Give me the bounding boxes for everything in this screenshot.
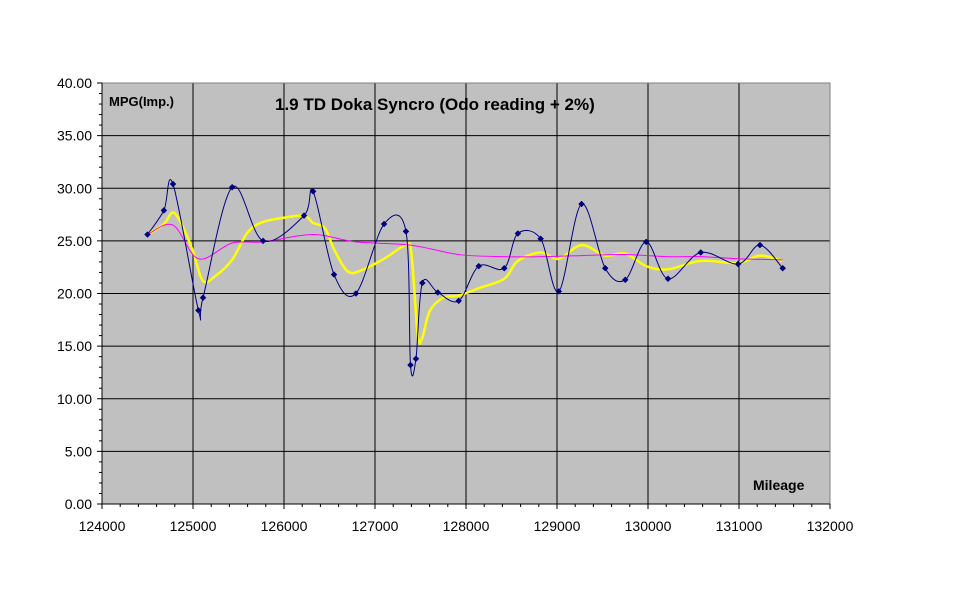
- y-tick-label: 30.00: [57, 180, 92, 196]
- data-point: [144, 231, 151, 238]
- data-point: [455, 297, 463, 305]
- data-point: [330, 271, 338, 278]
- data-point: [697, 249, 705, 256]
- y-axis-label: MPG(Imp.): [109, 94, 174, 109]
- y-tick-label: 10.00: [57, 391, 92, 407]
- data-point: [500, 264, 508, 272]
- x-tick-label: 131000: [716, 518, 763, 534]
- data-point: [160, 206, 168, 214]
- y-tick-label: 40.00: [57, 75, 92, 91]
- data-point: [402, 228, 410, 235]
- data-point: [578, 200, 585, 208]
- y-tick-label: 35.00: [57, 128, 92, 144]
- data-point: [169, 180, 177, 188]
- data-point: [418, 279, 426, 287]
- y-tick-label: 5.00: [65, 443, 92, 459]
- x-tick-label: 125000: [170, 518, 217, 534]
- x-tick-label: 128000: [443, 518, 490, 534]
- y-tick-label: 15.00: [57, 338, 92, 354]
- data-point: [555, 288, 563, 295]
- data-point: [756, 241, 764, 249]
- series-group: [144, 179, 787, 377]
- data-point: [300, 212, 308, 219]
- data-point: [664, 275, 672, 283]
- data-point: [537, 235, 544, 243]
- data-point: [734, 260, 742, 268]
- data-point: [259, 237, 267, 245]
- x-tick-label: 124000: [79, 518, 126, 534]
- data-point: [228, 183, 236, 191]
- series-line-1: [146, 211, 784, 345]
- chart-title: 1.9 TD Doka Syncro (Odo reading + 2%): [275, 95, 595, 114]
- data-point: [642, 238, 650, 246]
- data-point: [779, 264, 787, 272]
- data-point: [407, 361, 414, 369]
- x-tick-label: 126000: [261, 518, 308, 534]
- data-point: [601, 264, 609, 272]
- series-line-2: [147, 223, 783, 261]
- data-point: [352, 290, 360, 297]
- data-point: [621, 276, 629, 284]
- x-tick-label: 129000: [534, 518, 581, 534]
- x-tick-label: 132000: [807, 518, 854, 534]
- data-point: [380, 220, 388, 228]
- data-point: [412, 355, 420, 363]
- x-tick-label: 130000: [625, 518, 672, 534]
- x-tick-label: 127000: [352, 518, 399, 534]
- y-tick-label: 25.00: [57, 233, 92, 249]
- data-point: [195, 306, 202, 314]
- data-point: [309, 188, 317, 195]
- y-tick-label: 20.00: [57, 286, 92, 302]
- axes: 0.00 5.00 10.00 15.00 20.00 25.00 30.00 35.00 40…: [57, 75, 854, 534]
- data-point: [434, 289, 442, 296]
- data-point: [199, 294, 207, 302]
- data-point: [475, 262, 483, 270]
- data-point: [514, 230, 522, 237]
- x-axis-label: Mileage: [753, 477, 805, 493]
- y-tick-label: 0.00: [65, 496, 92, 512]
